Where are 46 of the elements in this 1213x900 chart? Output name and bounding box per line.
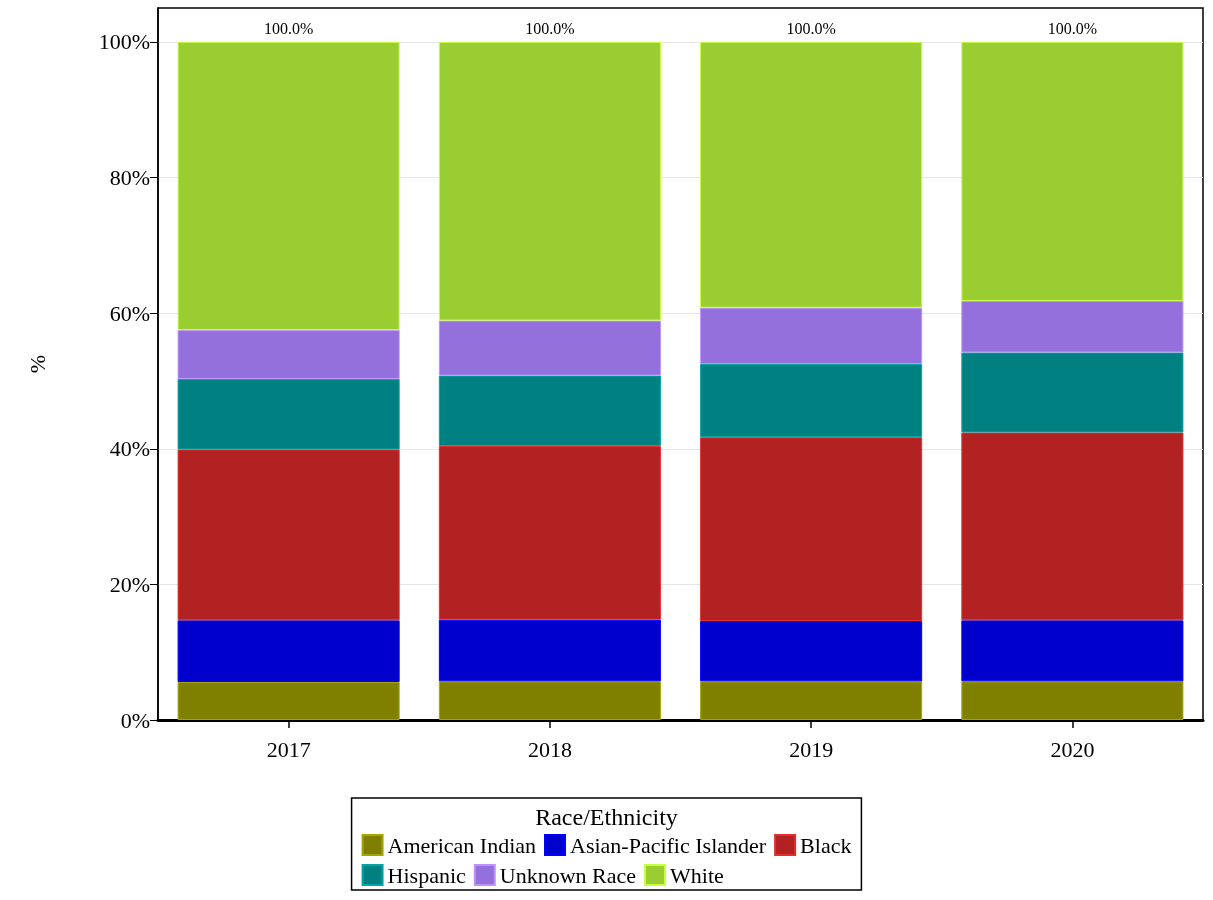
bar bbox=[177, 449, 400, 621]
legend-label: Asian-Pacific Islander bbox=[570, 832, 767, 858]
bar bbox=[438, 446, 661, 620]
bar bbox=[700, 621, 923, 682]
total-label: 100.0% bbox=[1047, 20, 1098, 38]
total-label: 100.0% bbox=[786, 20, 836, 38]
legend-label: American Indian bbox=[387, 832, 537, 858]
bar bbox=[961, 620, 1184, 682]
legend-label: Unknown Race bbox=[499, 862, 637, 888]
bar bbox=[700, 41, 923, 308]
bar bbox=[438, 41, 661, 321]
bar bbox=[961, 352, 1184, 433]
y-axis-title: % bbox=[24, 354, 50, 374]
bar bbox=[961, 681, 1184, 720]
total-label: 100.0% bbox=[263, 20, 314, 38]
y-tick-label: 40% bbox=[109, 436, 150, 462]
legend-label: White bbox=[670, 862, 724, 888]
bar bbox=[177, 41, 400, 331]
y-tick-label: 100% bbox=[98, 29, 150, 55]
x-tick-label: 2020 bbox=[1050, 736, 1095, 762]
bar bbox=[961, 41, 1184, 301]
legend-label: Hispanic bbox=[387, 862, 467, 888]
bar bbox=[438, 375, 661, 447]
y-tick-label: 80% bbox=[109, 165, 150, 191]
bar bbox=[961, 432, 1184, 621]
bar bbox=[177, 682, 400, 720]
legend-label: Black bbox=[800, 832, 852, 858]
bar bbox=[438, 320, 661, 376]
bar bbox=[961, 300, 1184, 353]
bar bbox=[438, 681, 661, 720]
bar bbox=[177, 330, 400, 379]
x-tick-label: 2018 bbox=[527, 736, 572, 762]
bar bbox=[700, 681, 923, 720]
y-tick-label: 0% bbox=[120, 707, 150, 733]
y-tick-label: 60% bbox=[109, 300, 150, 326]
x-tick-label: 2017 bbox=[266, 736, 311, 762]
bar bbox=[177, 378, 400, 450]
x-tick-label: 2019 bbox=[789, 736, 834, 762]
y-tick-label: 20% bbox=[109, 571, 150, 597]
bar bbox=[177, 620, 400, 683]
bar bbox=[700, 437, 923, 621]
total-label: 100.0% bbox=[525, 20, 575, 38]
legend-title: Race/Ethnicity bbox=[535, 804, 678, 830]
bar bbox=[438, 619, 661, 682]
bar bbox=[700, 307, 923, 364]
bar bbox=[700, 364, 923, 438]
